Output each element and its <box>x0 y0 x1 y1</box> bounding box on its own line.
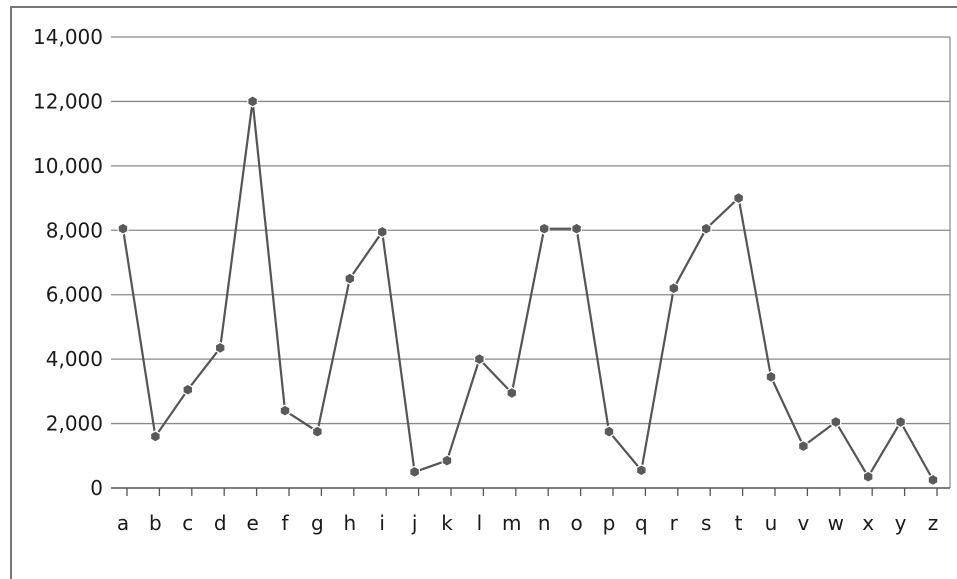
data-point <box>635 464 647 477</box>
x-tick-label: a <box>117 511 129 535</box>
gridlines <box>111 36 950 425</box>
x-tick-label: n <box>538 511 551 535</box>
x-tick-label: j <box>411 511 418 535</box>
data-point <box>409 465 420 479</box>
x-tick-label: m <box>502 511 521 535</box>
y-tick-label: 8,000 <box>46 218 103 242</box>
x-tick-label: c <box>182 511 193 535</box>
y-tick-label: 6,000 <box>46 283 103 307</box>
x-tick-label: h <box>343 511 356 535</box>
data-point <box>279 404 291 417</box>
x-tick-label: x <box>862 511 874 535</box>
data-point <box>538 222 550 235</box>
series-line <box>121 100 934 481</box>
chart-frame <box>10 6 957 579</box>
data-point <box>474 352 485 366</box>
x-tick-label: d <box>214 511 227 535</box>
x-tick-label: i <box>379 511 385 535</box>
data-point <box>182 383 194 396</box>
x-tick-label: g <box>311 511 324 535</box>
x-tick-label: p <box>603 511 616 535</box>
series <box>117 95 939 487</box>
data-point <box>117 222 129 235</box>
y-tick-label: 14,000 <box>33 25 103 49</box>
data-point <box>895 415 907 429</box>
data-point <box>927 473 939 487</box>
data-point <box>668 282 680 295</box>
data-point <box>571 222 583 235</box>
data-point <box>150 430 161 443</box>
x-tick-label: q <box>635 511 648 535</box>
data-point <box>376 225 388 239</box>
data-point <box>247 95 258 108</box>
x-tick-label: r <box>670 511 679 535</box>
data-point <box>765 370 777 384</box>
data-point <box>603 425 615 438</box>
data-point <box>862 470 874 483</box>
data-point <box>733 191 745 205</box>
x-tick-label: w <box>828 511 844 535</box>
y-tick-label: 2,000 <box>46 412 103 436</box>
y-tick-label: 0 <box>90 476 103 500</box>
x-tick-label: z <box>928 511 939 535</box>
data-point <box>344 272 356 285</box>
data-point <box>312 425 323 438</box>
y-tick-label: 4,000 <box>46 347 103 371</box>
x-tick-label: e <box>246 511 258 535</box>
data-point <box>700 222 712 235</box>
x-tick-label: u <box>765 511 778 535</box>
data-point <box>830 415 842 429</box>
y-tick-label: 12,000 <box>33 89 103 113</box>
x-tick-label: f <box>281 511 289 535</box>
x-tick-label: k <box>441 511 453 535</box>
x-tick-label: s <box>701 511 711 535</box>
y-axis-tick-labels: 0 2,000 4,000 6,000 8,000 10,000 12,000 14,000 <box>33 25 103 500</box>
x-tick-label: y <box>895 511 907 535</box>
data-point <box>506 386 518 400</box>
x-tick-label: b <box>149 511 162 535</box>
y-tick-label: 10,000 <box>33 154 103 178</box>
x-tick-label: o <box>570 511 582 535</box>
data-point <box>441 454 453 467</box>
data-point <box>797 439 809 453</box>
data-point <box>214 341 226 355</box>
x-tick-label: v <box>797 511 809 535</box>
x-tick-label: t <box>735 511 743 535</box>
x-tick-label: l <box>477 511 483 535</box>
